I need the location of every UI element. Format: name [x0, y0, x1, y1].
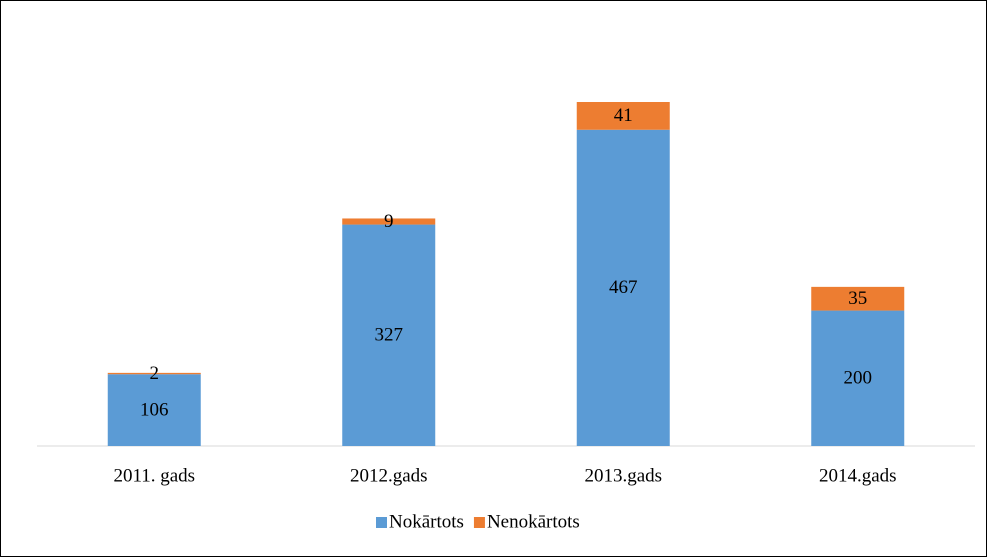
bar-segment [811, 310, 905, 446]
bar-segment [342, 218, 436, 225]
data-label: 41 [614, 105, 633, 126]
x-tick-label: 2011. gads [113, 465, 195, 486]
bar-segment [107, 372, 201, 375]
data-label: 467 [609, 277, 638, 298]
data-label: 35 [848, 288, 867, 309]
data-label: 200 [844, 368, 873, 389]
legend-label: Nenokārtots [487, 511, 580, 532]
bar-segment [811, 286, 905, 311]
legend-label: Nokārtots [389, 511, 464, 532]
data-label: 9 [384, 211, 394, 232]
bar-segment [342, 224, 436, 446]
data-label: 327 [375, 325, 404, 346]
data-label: 2 [150, 363, 160, 384]
x-tick-label: 2013.gads [584, 465, 662, 486]
x-tick-label: 2012.gads [350, 465, 428, 486]
x-tick-label: 2014.gads [819, 465, 897, 486]
bar-segment [576, 129, 670, 446]
data-label: 106 [140, 399, 169, 420]
legend-swatch [376, 517, 387, 528]
legend-swatch [473, 517, 485, 528]
bar-segment [576, 102, 670, 130]
bar-segment [107, 374, 201, 446]
